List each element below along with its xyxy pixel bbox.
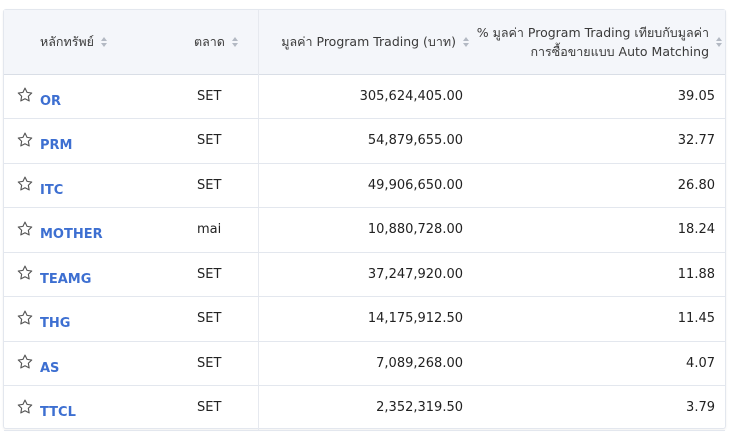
table-row: MOTHER mai 10,880,728.00 18.24 [4,208,725,253]
percent-cell: 3.79 [686,400,715,415]
sort-arrows-icon[interactable] [231,37,238,47]
value-cell: 14,175,912.50 [367,311,463,326]
sort-arrows-icon[interactable] [463,37,469,47]
header-market[interactable]: ตลาด [194,10,254,74]
value-cell: 305,624,405.00 [359,88,463,104]
percent-cell: 4.07 [686,355,715,371]
header-value[interactable]: มูลค่า Program Trading (บาท) [259,10,469,74]
header-symbol-label: หลักทรัพย์ [40,34,94,49]
value-cell: 37,247,920.00 [367,266,463,282]
symbol-link[interactable]: THG [40,316,71,331]
value-cell: 7,089,268.00 [376,355,463,371]
market-cell: SET [197,266,222,282]
value-cell: 2,352,319.50 [376,400,463,415]
percent-cell: 11.45 [677,311,715,326]
table-row: ITC SET 49,906,650.00 26.80 [4,163,725,208]
value-cell: 54,879,655.00 [367,133,463,148]
star-outline-icon[interactable] [16,86,34,104]
header-value-label: มูลค่า Program Trading (บาท) [281,34,456,49]
percent-cell: 26.80 [677,177,715,193]
value-cell: 10,880,728.00 [367,222,463,237]
symbol-link[interactable]: AS [40,360,60,376]
percent-cell: 18.24 [677,222,715,237]
star-outline-icon[interactable] [16,398,34,416]
symbol-link[interactable]: TEAMG [40,271,92,287]
market-cell: SET [197,177,222,193]
market-cell: SET [197,133,222,148]
star-outline-icon[interactable] [16,309,34,327]
symbol-link[interactable]: OR [40,93,62,109]
star-outline-icon[interactable] [16,353,34,371]
market-cell: SET [197,355,222,371]
header-symbol[interactable]: หลักทรัพย์ [40,10,150,74]
value-cell: 49,906,650.00 [367,177,463,193]
program-trading-table: หลักทรัพย์ ตลาด มูลค่า Program Trading (… [3,9,726,431]
percent-cell: 39.05 [677,88,715,104]
symbol-link[interactable]: ITC [40,182,64,198]
star-outline-icon[interactable] [16,175,34,193]
symbol-link[interactable]: TTCL [40,405,76,420]
market-cell: SET [197,88,222,104]
star-outline-icon[interactable] [16,131,34,149]
table-row: PRM SET 54,879,655.00 32.77 [4,119,725,164]
column-divider [258,10,259,430]
symbol-link[interactable]: PRM [40,138,73,153]
market-cell: SET [197,311,222,326]
table-row: THG SET 14,175,912.50 11.45 [4,297,725,342]
table-row: TEAMG SET 37,247,920.00 11.88 [4,252,725,297]
percent-cell: 11.88 [677,266,715,282]
star-outline-icon[interactable] [16,220,34,238]
sort-arrows-icon[interactable] [101,37,107,47]
table-row: AS SET 7,089,268.00 4.07 [4,341,725,386]
header-percent[interactable]: % มูลค่า Program Trading เทียบกับมูลค่า … [474,10,722,74]
star-outline-icon[interactable] [16,264,34,282]
symbol-link[interactable]: MOTHER [40,227,103,242]
market-cell: mai [197,222,222,237]
table-row: TTCL SET 2,352,319.50 3.79 [4,386,725,431]
sort-arrows-icon[interactable] [716,37,722,47]
header-percent-label-line1: % มูลค่า Program Trading เทียบกับมูลค่า [476,25,709,40]
market-cell: SET [197,400,222,415]
header-percent-label-line2: การซื้อขายแบบ Auto Matching [530,44,709,59]
table-row: OR SET 305,624,405.00 39.05 [4,74,725,119]
header-market-label: ตลาด [194,34,225,49]
percent-cell: 32.77 [677,133,715,148]
table-header: หลักทรัพย์ ตลาด มูลค่า Program Trading (… [4,10,725,75]
